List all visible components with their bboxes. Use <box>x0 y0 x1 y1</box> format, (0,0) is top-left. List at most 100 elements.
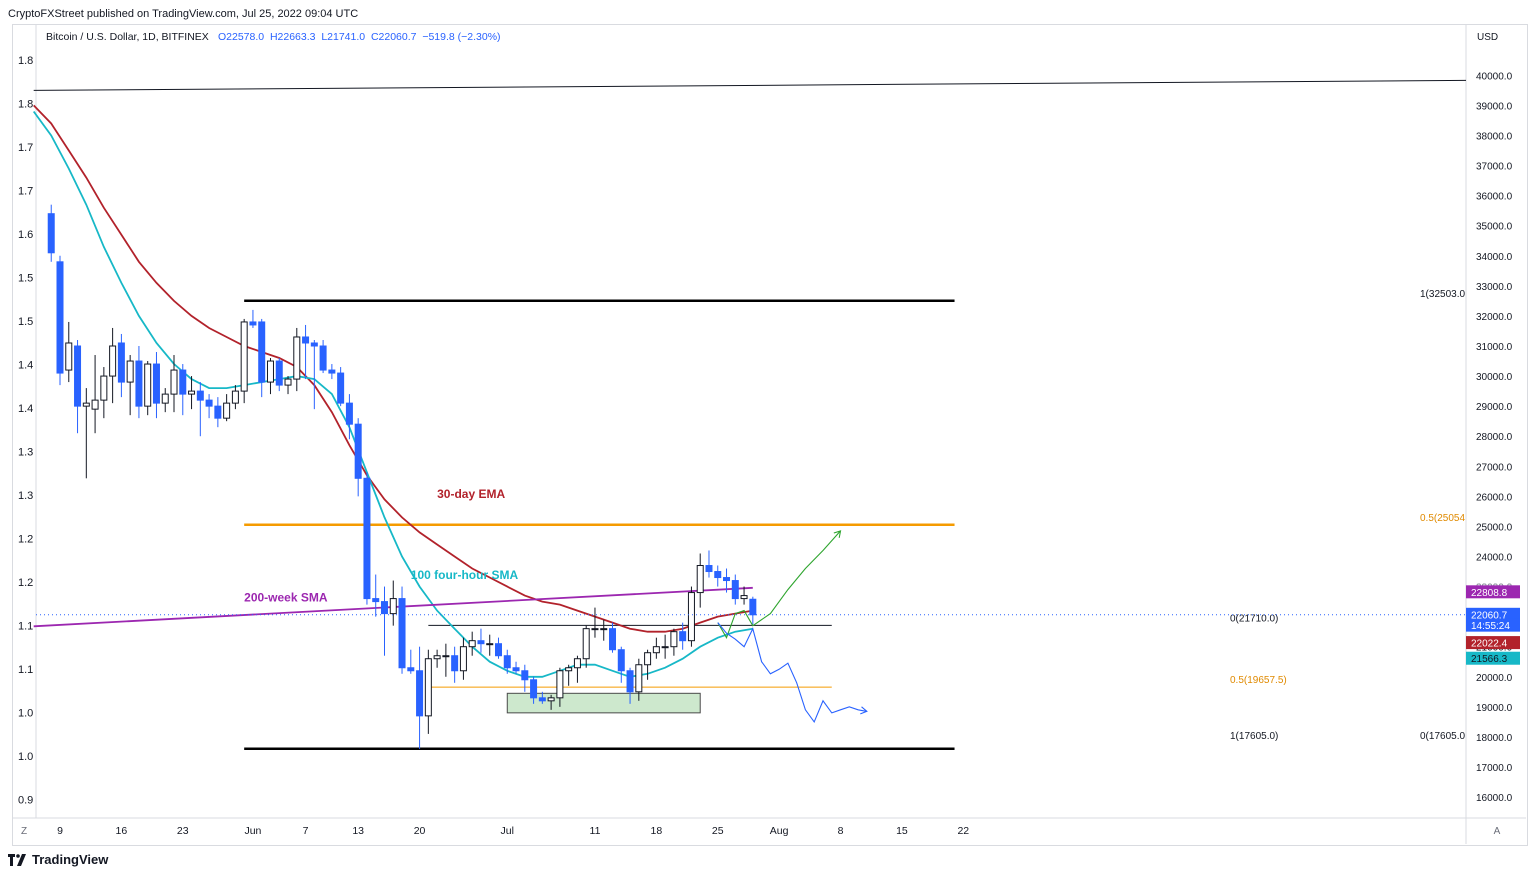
candle-body <box>258 321 266 383</box>
series-annotation: 200-week SMA <box>244 591 328 605</box>
left-tick-label: 1.7 <box>18 142 33 154</box>
candle-body <box>731 580 739 600</box>
left-tick-label: 0.9 <box>18 795 33 807</box>
candle-body <box>687 592 695 642</box>
candle-body <box>74 345 82 407</box>
price-tick-label: 38000.0 <box>1476 132 1513 143</box>
tradingview-logo-icon <box>8 853 26 866</box>
candle-body <box>196 390 204 401</box>
left-tick-label: 1.1 <box>18 664 33 676</box>
left-tick-label: 1.6 <box>18 229 33 241</box>
candle-body <box>556 670 564 699</box>
candle-body <box>56 261 64 374</box>
price-tick-label: 35000.0 <box>1476 222 1513 233</box>
left-tick-label: 1.8 <box>18 99 33 111</box>
price-tick-label: 37000.0 <box>1476 162 1513 173</box>
candle-body <box>363 477 371 600</box>
candle-body <box>82 402 90 407</box>
candle-body <box>521 670 529 681</box>
time-tick-label: 15 <box>896 825 908 837</box>
candle-body <box>214 405 222 419</box>
candle-body <box>205 399 213 407</box>
candle-body <box>644 652 652 666</box>
candle-body <box>573 658 581 669</box>
level-label: 1(17605.0) <box>1230 731 1278 742</box>
currency-label: USD <box>1477 32 1498 43</box>
projection-layer <box>717 530 868 724</box>
candle-body <box>302 336 310 344</box>
left-tick-label: 1.2 <box>18 534 33 546</box>
candle-body <box>179 369 187 395</box>
time-tick-label: 13 <box>352 825 364 837</box>
time-axis: 9 16 23 Jun 7 13 20 Jul 11 18 25 Aug 8 15 22 Z A <box>21 825 1501 837</box>
price-tick-label: 40000.0 <box>1476 71 1513 82</box>
candle-body <box>512 667 520 672</box>
left-axis: 1.8 1.8 1.7 1.7 1.6 1.5 1.5 1.4 1.4 1.3 1.3 1.2 1.2 1… <box>18 55 33 807</box>
candle-body <box>477 640 485 645</box>
left-tick-label: 1.1 <box>18 621 33 633</box>
candle-body <box>65 342 73 371</box>
grid-layer <box>12 25 1526 844</box>
candle-body <box>284 378 292 386</box>
time-tick-label: Jun <box>244 825 261 837</box>
candle-body <box>679 631 687 642</box>
candle-body <box>231 390 239 404</box>
candle-body <box>416 670 424 717</box>
timezone-toggle-label[interactable]: Z <box>21 826 27 837</box>
candle-body <box>565 667 573 672</box>
time-tick-label: 8 <box>838 825 844 837</box>
left-tick-label: 1.8 <box>18 55 33 67</box>
candle-body <box>389 598 397 615</box>
candle-body <box>319 345 327 371</box>
candle-body <box>170 369 178 395</box>
left-tick-label: 1.2 <box>18 577 33 589</box>
candle-body <box>188 390 196 395</box>
projection-arrowhead <box>833 530 842 538</box>
price-tick-label: 29000.0 <box>1476 402 1513 413</box>
price-label-tag <box>1466 618 1520 632</box>
price-axis: 16000.017000.018000.019000.020000.021000… <box>1476 71 1513 804</box>
support-zone-layer <box>506 692 701 714</box>
symbol-ohlc: O22578.0 H22663.3 L21741.0 C22060.7 −519… <box>218 31 501 43</box>
bearish-projection <box>717 622 867 724</box>
time-tick-label: Jul <box>501 825 514 837</box>
candle-body <box>424 658 432 717</box>
candle-body <box>380 601 388 615</box>
candle-body <box>354 423 362 479</box>
candle-body <box>310 342 318 347</box>
price-tick-label: 33000.0 <box>1476 282 1513 293</box>
annotation-layer: 30-day EMA 100 four-hour SMA 200-week SMA <box>244 487 518 605</box>
candle-body <box>705 565 713 573</box>
candle-body <box>740 595 748 600</box>
candle-body <box>398 598 406 669</box>
candle-body <box>442 655 450 658</box>
candle-body <box>249 321 257 326</box>
left-tick-label: 1.5 <box>18 273 33 285</box>
left-tick-label: 1.0 <box>18 751 33 763</box>
price-tick-label: 34000.0 <box>1476 252 1513 263</box>
candles-layer <box>36 204 1466 749</box>
candle-body <box>714 571 722 579</box>
time-tick-label: 11 <box>590 825 601 837</box>
price-tick-label: 27000.0 <box>1476 462 1513 473</box>
price-tick-label: 36000.0 <box>1476 192 1513 203</box>
price-tick-label: 17000.0 <box>1476 763 1513 774</box>
auto-scale-label[interactable]: A <box>1494 826 1501 837</box>
candle-body <box>652 646 660 654</box>
candle-body <box>468 640 476 648</box>
candle-body <box>547 697 555 702</box>
time-tick-label: 23 <box>177 825 189 837</box>
level-label: 0(17605.0 <box>1420 731 1465 742</box>
candle-body <box>407 667 415 672</box>
price-labels: 22808.8 22060.714:55:24 22022.4 21566.3 <box>1466 585 1520 665</box>
candle-body <box>723 577 731 582</box>
time-tick-label: 20 <box>414 825 426 837</box>
candle-body <box>337 372 345 404</box>
series-annotation: 100 four-hour SMA <box>411 568 519 582</box>
left-tick-label: 1.3 <box>18 490 33 502</box>
price-label-tag <box>1466 585 1520 599</box>
publisher-line: CryptoFXStreet published on TradingView.… <box>8 8 359 20</box>
tradingview-brand[interactable]: TradingView <box>32 852 109 867</box>
chart-frame <box>12 24 1528 846</box>
